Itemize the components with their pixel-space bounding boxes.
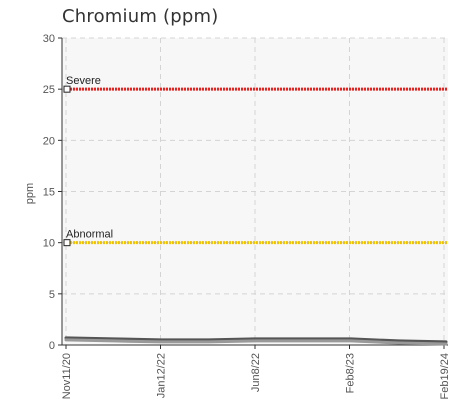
y-tick-label: 10 xyxy=(43,238,55,250)
data-series-line xyxy=(64,338,448,346)
y-tick-label: 20 xyxy=(43,135,55,147)
x-tick-labels: Nov11/20 Jan12/22 Jun8/22 Feb8/23 Feb19/24 xyxy=(61,353,451,399)
data-series xyxy=(64,336,448,346)
threshold-marker xyxy=(63,239,71,247)
y-tick-label: 0 xyxy=(49,340,55,352)
data-series-line xyxy=(64,336,448,344)
y-tick-labels: 0 5 10 15 20 25 30 xyxy=(43,33,55,352)
y-axis-label: ppm xyxy=(24,183,36,204)
threshold-label-severe: Severe xyxy=(66,75,101,87)
threshold-label-abnormal: Abnormal xyxy=(66,229,113,241)
y-tick-label: 30 xyxy=(43,33,55,45)
y-tick-label: 25 xyxy=(43,84,55,96)
y-tick-label: 15 xyxy=(43,187,55,199)
axes xyxy=(58,37,448,349)
x-tick-label: Feb8/23 xyxy=(345,353,357,393)
threshold-lines: Severe Abnormal xyxy=(63,75,448,247)
x-tick-label: Feb19/24 xyxy=(439,353,451,399)
y-tick-label: 5 xyxy=(49,289,55,301)
x-tick-label: Jan12/22 xyxy=(156,353,168,398)
threshold-marker xyxy=(63,85,71,93)
chart-title: Chromium (ppm) xyxy=(62,6,219,27)
x-tick-label: Jun8/22 xyxy=(250,353,262,392)
x-tick-label: Nov11/20 xyxy=(61,353,73,399)
